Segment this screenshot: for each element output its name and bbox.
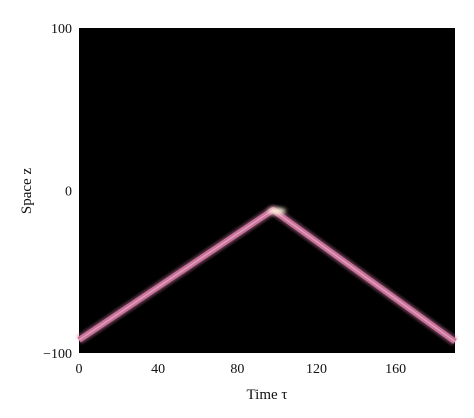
x-tick-label: 0: [76, 362, 83, 377]
x-tick-label: 160: [385, 362, 406, 377]
y-axis-title: Space z: [19, 168, 35, 215]
traces-group: [76, 205, 458, 346]
peak-highlight: [267, 207, 286, 215]
y-tick-label: 0: [65, 185, 72, 200]
x-tick-label: 80: [230, 362, 244, 377]
y-tick-label: −100: [43, 347, 72, 362]
x-axis-title: Time τ: [247, 387, 288, 403]
axes-group: 0 40 80 120 160 −100 0 100: [43, 22, 406, 377]
x-tick-label: 40: [151, 362, 165, 377]
y-tick-label: 100: [51, 22, 72, 37]
x-tick-label: 120: [306, 362, 327, 377]
